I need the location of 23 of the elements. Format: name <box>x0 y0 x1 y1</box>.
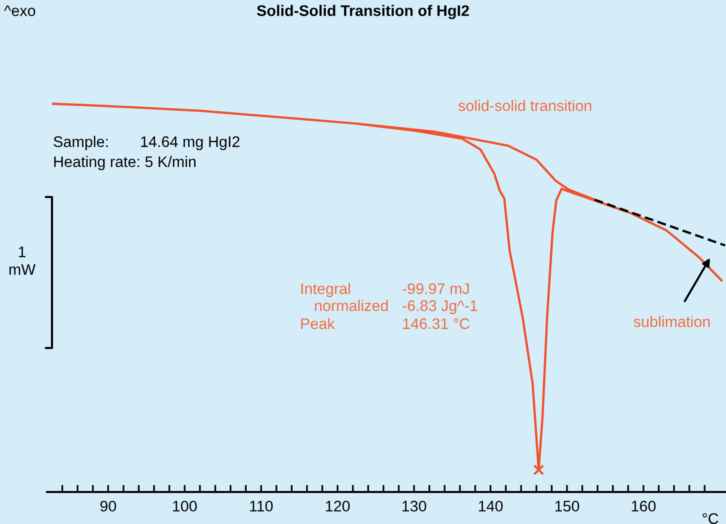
annotation: Peak <box>301 318 335 330</box>
x-tick-label: 160 <box>632 500 656 512</box>
annotation: normalized <box>315 300 388 312</box>
annotation: -99.97 mJ <box>402 283 469 294</box>
annotation: solid-solid transition <box>458 100 592 112</box>
x-tick-label: 100 <box>173 500 197 512</box>
text: 1 mW <box>9 246 36 275</box>
x-tick-label: 110 <box>250 500 273 512</box>
annotation: 14.64 mg HgI2 <box>141 136 240 150</box>
annotation: Heating rate: 5 K/min <box>54 156 196 170</box>
x-tick-label: 140 <box>478 500 503 512</box>
text: ^exo <box>4 5 36 16</box>
chart-title: Solid-Solid Transition of HgI2 <box>256 4 469 20</box>
annotation: -6.83 Jg^-1 <box>402 300 478 314</box>
annotation: Integral <box>301 282 350 298</box>
x-tick-label: 150 <box>555 500 580 512</box>
x-tick-label: 90 <box>100 500 116 512</box>
x-tick-label: 120 <box>326 500 350 512</box>
annotation: sublimation <box>634 316 710 328</box>
x-axis-title: °C <box>702 513 718 524</box>
x-tick-label: 130 <box>402 500 426 512</box>
annotation: 146.31 °C <box>403 318 470 330</box>
annotation: Sample: <box>54 136 108 150</box>
